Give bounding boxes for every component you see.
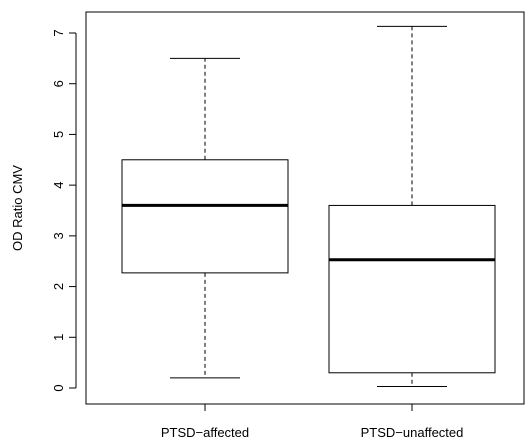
x-axis: PTSD−affected PTSD−unaffected — [161, 404, 464, 440]
x-category-label: PTSD−affected — [161, 425, 249, 440]
plot-frame — [85, 11, 525, 405]
y-tick-label: 0 — [51, 384, 66, 391]
y-axis-title: OD Ratio CMV — [10, 165, 25, 251]
box-group — [121, 57, 289, 379]
y-tick-label: 1 — [51, 334, 66, 341]
y-tick-label: 6 — [51, 80, 66, 87]
boxes-layer — [121, 25, 496, 387]
y-tick-label: 2 — [51, 283, 66, 290]
box-group — [328, 25, 496, 387]
y-tick-label: 5 — [51, 131, 66, 138]
y-axis: 0 1 2 3 4 5 6 7 — [51, 29, 77, 392]
iqr-box — [121, 159, 289, 274]
y-tick-label: 7 — [51, 29, 66, 36]
y-tick-label: 3 — [51, 232, 66, 239]
iqr-box — [328, 204, 496, 374]
x-category-label: PTSD−unaffected — [361, 425, 464, 440]
y-tick-label: 4 — [51, 182, 66, 189]
